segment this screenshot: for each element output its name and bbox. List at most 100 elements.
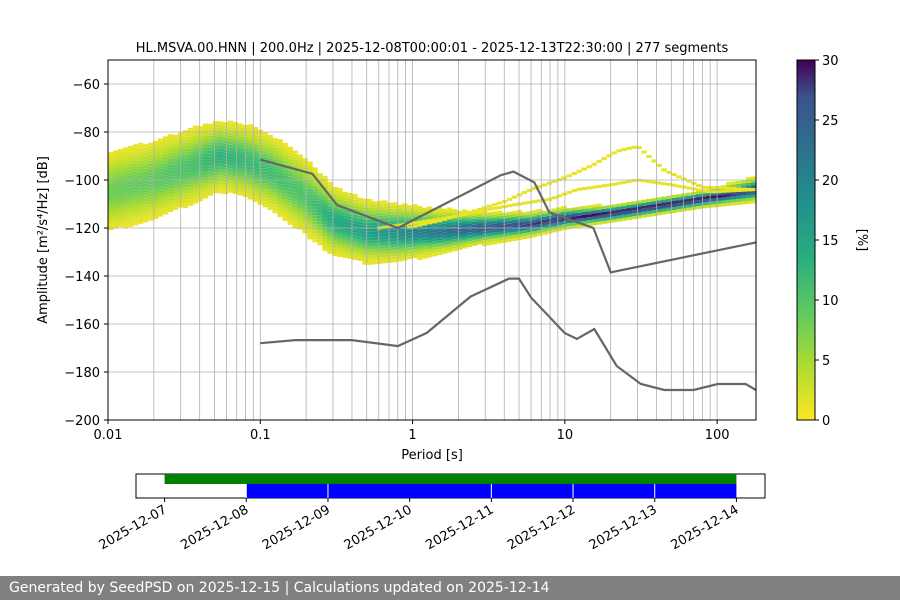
- heatmap-cell: [167, 137, 174, 141]
- heatmap-cell: [112, 201, 119, 205]
- heatmap-cell: [417, 250, 423, 254]
- heatmap-cell: [267, 173, 273, 177]
- heatmap-cell: [566, 190, 572, 194]
- heatmap-cell: [586, 214, 592, 218]
- heatmap-cell: [317, 206, 323, 210]
- heatmap-cell: [656, 212, 662, 216]
- heatmap-cell: [571, 222, 577, 226]
- heatmap-cell: [297, 202, 303, 206]
- heatmap-cell: [561, 227, 567, 231]
- heatmap-cell: [222, 131, 229, 135]
- heatmap-cell: [292, 216, 298, 220]
- heatmap-cell: [287, 212, 293, 216]
- heatmap-cell: [332, 190, 338, 194]
- heatmap-cell: [192, 146, 199, 150]
- y-tick-label: −120: [64, 222, 100, 237]
- heatmap-cell: [337, 214, 343, 218]
- heatmap-cell: [247, 196, 253, 200]
- heatmap-cell: [581, 214, 587, 218]
- heatmap-cell: [451, 245, 458, 249]
- heatmap-cell: [108, 167, 114, 171]
- heatmap-cell: [197, 126, 204, 130]
- heatmap-cell: [157, 168, 164, 172]
- heatmap-cell: [352, 244, 358, 248]
- heatmap-cell: [432, 229, 438, 233]
- heatmap-cell: [382, 239, 388, 243]
- heatmap-cell: [601, 214, 607, 218]
- heatmap-cell: [676, 184, 682, 188]
- heatmap-cell: [132, 153, 139, 157]
- heatmap-cell: [212, 190, 219, 194]
- chart-title: HL.MSVA.00.HNN | 200.0Hz | 2025-12-08T00…: [136, 41, 729, 56]
- heatmap-cell: [132, 168, 139, 172]
- heatmap-cell: [586, 220, 592, 224]
- heatmap-cell: [746, 191, 752, 195]
- heatmap-cell: [212, 175, 219, 179]
- heatmap-cell: [521, 227, 528, 231]
- heatmap-cell: [606, 208, 612, 212]
- heatmap-cell: [317, 212, 323, 216]
- heatmap-cell: [182, 187, 189, 191]
- y-tick-label: −180: [64, 366, 100, 381]
- heatmap-cell: [377, 230, 383, 234]
- heatmap-cell: [192, 134, 199, 138]
- heatmap-cell: [108, 179, 114, 183]
- heatmap-cell: [377, 257, 383, 261]
- heatmap-cell: [446, 228, 453, 232]
- heatmap-cell: [491, 214, 498, 218]
- heatmap-cell: [407, 225, 413, 229]
- heatmap-cell: [182, 133, 189, 137]
- heatmap-cell: [526, 223, 533, 227]
- heatmap-cell: [367, 249, 373, 253]
- heatmap-cell: [367, 255, 373, 259]
- heatmap-cell: [287, 200, 293, 204]
- heatmap-cell: [711, 192, 717, 196]
- heatmap-cell: [471, 230, 478, 234]
- heatmap-cell: [731, 181, 737, 185]
- heatmap-cell: [217, 139, 224, 143]
- heatmap-cell: [127, 166, 134, 170]
- heatmap-cell: [342, 194, 348, 198]
- heatmap-cell: [701, 205, 707, 209]
- heatmap-cell: [491, 238, 498, 242]
- heatmap-cell: [232, 179, 238, 183]
- heatmap-cell: [551, 220, 558, 224]
- heatmap-cell: [427, 212, 433, 216]
- heatmap-cell: [212, 169, 219, 173]
- heatmap-cell: [721, 189, 727, 193]
- heatmap-cell: [192, 155, 199, 159]
- heatmap-cell: [736, 198, 742, 202]
- heatmap-cell: [167, 143, 174, 147]
- heatmap-cell: [237, 138, 243, 142]
- heatmap-cell: [327, 181, 333, 185]
- heatmap-cell: [561, 192, 567, 196]
- heatmap-cell: [322, 248, 328, 252]
- heatmap-cell: [122, 156, 129, 160]
- heatmap-cell: [112, 186, 119, 190]
- heatmap-cell: [402, 233, 408, 237]
- heatmap-cell: [367, 201, 373, 205]
- heatmap-cell: [526, 214, 533, 218]
- heatmap-cell: [277, 193, 283, 197]
- heatmap-cell: [591, 162, 597, 166]
- heatmap-cell: [441, 214, 448, 218]
- heatmap-cell: [636, 212, 642, 216]
- heatmap-cell: [297, 160, 303, 164]
- heatmap-cell: [267, 164, 273, 168]
- heatmap-cell: [676, 200, 682, 204]
- heatmap-cell: [207, 135, 214, 139]
- heatmap-cell: [172, 164, 179, 168]
- heatmap-cell: [631, 204, 637, 208]
- heatmap-cell: [297, 157, 303, 161]
- heatmap-cell: [407, 205, 413, 209]
- heatmap-cell: [307, 236, 313, 240]
- heatmap-cell: [212, 124, 219, 128]
- heatmap-cell: [252, 193, 258, 197]
- heatmap-cell: [162, 136, 169, 140]
- heatmap-cell: [292, 183, 298, 187]
- heatmap-cell: [576, 187, 582, 191]
- heatmap-cell: [267, 191, 273, 195]
- heatmap-cell: [227, 132, 234, 136]
- heatmap-cell: [337, 187, 343, 191]
- heatmap-cell: [571, 225, 577, 229]
